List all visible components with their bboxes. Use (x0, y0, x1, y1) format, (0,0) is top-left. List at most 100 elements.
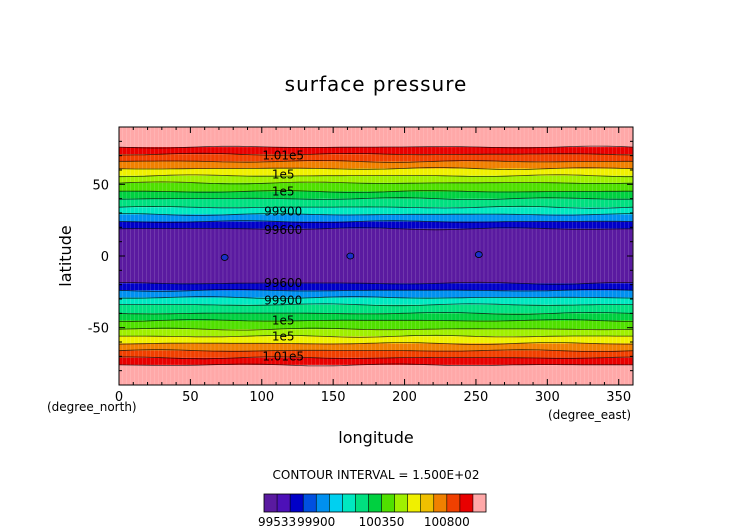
contour-line (119, 319, 633, 322)
pressure-band (119, 191, 633, 199)
contour-line (119, 167, 633, 171)
pressure-band (119, 304, 633, 314)
colorbar: 99533 99900 100350 100800 (258, 493, 487, 529)
contour-line (119, 311, 633, 315)
contour-line (119, 327, 633, 331)
contour-label: 1.01e5 (262, 349, 304, 363)
low-pressure-cell (346, 252, 355, 260)
contour-interval-text: CONTOUR INTERVAL = 1.500E+02 (273, 468, 480, 482)
colorbar-label: 99900 (297, 515, 335, 529)
low-pressure-cell (474, 251, 483, 258)
contour-label: 1e5 (272, 185, 295, 199)
colorbar-swatch (316, 494, 330, 512)
pressure-band (119, 364, 633, 385)
colorbar-swatch (290, 494, 304, 512)
contour-line (119, 145, 633, 149)
pressure-band (119, 313, 633, 321)
y-axis-label: latitude (56, 225, 75, 286)
low-pressure-cell (220, 254, 229, 261)
contour-label: 99600 (264, 276, 302, 290)
x-tick-label: 200 (392, 390, 417, 405)
colorbar-swatch (394, 494, 408, 512)
contour-line (119, 349, 633, 352)
pressure-band (119, 350, 633, 358)
pressure-band (119, 336, 633, 344)
contour-line (119, 356, 633, 360)
contour-line (119, 220, 633, 224)
colorbar-swatch (407, 494, 422, 512)
pressure-band (119, 329, 633, 337)
pressure-band (119, 207, 633, 215)
contour-line (119, 303, 633, 307)
colorbar-swatch (381, 494, 395, 512)
x-tick-label: 0 (115, 390, 123, 405)
y-axis: -50 0 50 (88, 126, 633, 386)
colorbar-swatch (329, 494, 343, 512)
pressure-band (119, 214, 633, 222)
x-tick-label: 300 (535, 390, 560, 405)
chart-title: surface pressure (285, 72, 468, 96)
contour-line (119, 159, 633, 163)
contour-line (119, 227, 633, 231)
pressure-band (119, 228, 633, 284)
pressure-bands (119, 127, 633, 385)
pressure-band (119, 290, 633, 298)
contour-line (119, 296, 633, 300)
pressure-band (119, 283, 633, 291)
y-tick-label: 50 (92, 178, 109, 193)
pressure-band (119, 297, 633, 305)
pressure-band (119, 357, 633, 365)
x-unit-label: (degree_east) (548, 408, 631, 422)
contour-line (119, 281, 633, 285)
x-tick-label: 100 (249, 390, 274, 405)
colorbar-swatch (472, 494, 487, 512)
x-tick-label: 150 (321, 390, 346, 405)
x-tick-label: 50 (182, 390, 199, 405)
pressure-band (119, 168, 633, 176)
pressure-band (119, 198, 633, 208)
pressure-band (119, 161, 633, 169)
y-unit-label: (degree_north) (47, 400, 137, 414)
pressure-band (119, 127, 633, 148)
colorbar-swatch (446, 494, 461, 512)
contour-label: 1e5 (272, 167, 295, 181)
contour-label: 99900 (264, 205, 302, 219)
contour-line (119, 363, 633, 367)
colorbar-label: 99533 (258, 515, 296, 529)
pressure-band (119, 182, 633, 192)
pressure-band (119, 175, 633, 183)
contour-label: 1e5 (272, 314, 295, 328)
contour-line (119, 181, 633, 185)
contour-label: 99600 (264, 223, 302, 237)
y-tick-label: -50 (88, 322, 109, 337)
colorbar-swatch (303, 494, 317, 512)
pressure-band (119, 147, 633, 155)
pressure-lows (220, 251, 483, 261)
pressure-band (119, 320, 633, 330)
contour-line (119, 342, 633, 345)
contour-line (119, 213, 633, 216)
contour-line (119, 174, 633, 178)
contour-label: 99900 (264, 293, 302, 307)
x-axis-label: longitude (338, 428, 413, 447)
colorbar-label: 100800 (424, 515, 470, 529)
colorbar-swatch (355, 494, 369, 512)
pressure-band (119, 154, 633, 162)
contour-line (119, 197, 633, 200)
x-axis: 0 50 100 150 200 250 300 350 (115, 127, 634, 405)
colorbar-swatch (459, 494, 474, 512)
contour-line (119, 190, 633, 193)
contour-line (119, 334, 633, 338)
colorbar-swatch (433, 494, 448, 512)
pressure-band (119, 343, 633, 351)
contour-line (119, 205, 633, 209)
y-tick-label: 0 (101, 250, 109, 265)
x-tick-label: 350 (606, 390, 631, 405)
contour-lines (119, 145, 633, 367)
x-tick-label: 250 (464, 390, 489, 405)
colorbar-swatch (277, 494, 291, 512)
contour-labels: 1.01e51e51e5999009960099600999001e51e51.… (262, 149, 304, 364)
contour-line (119, 289, 633, 292)
contour-label: 1.01e5 (262, 149, 304, 163)
